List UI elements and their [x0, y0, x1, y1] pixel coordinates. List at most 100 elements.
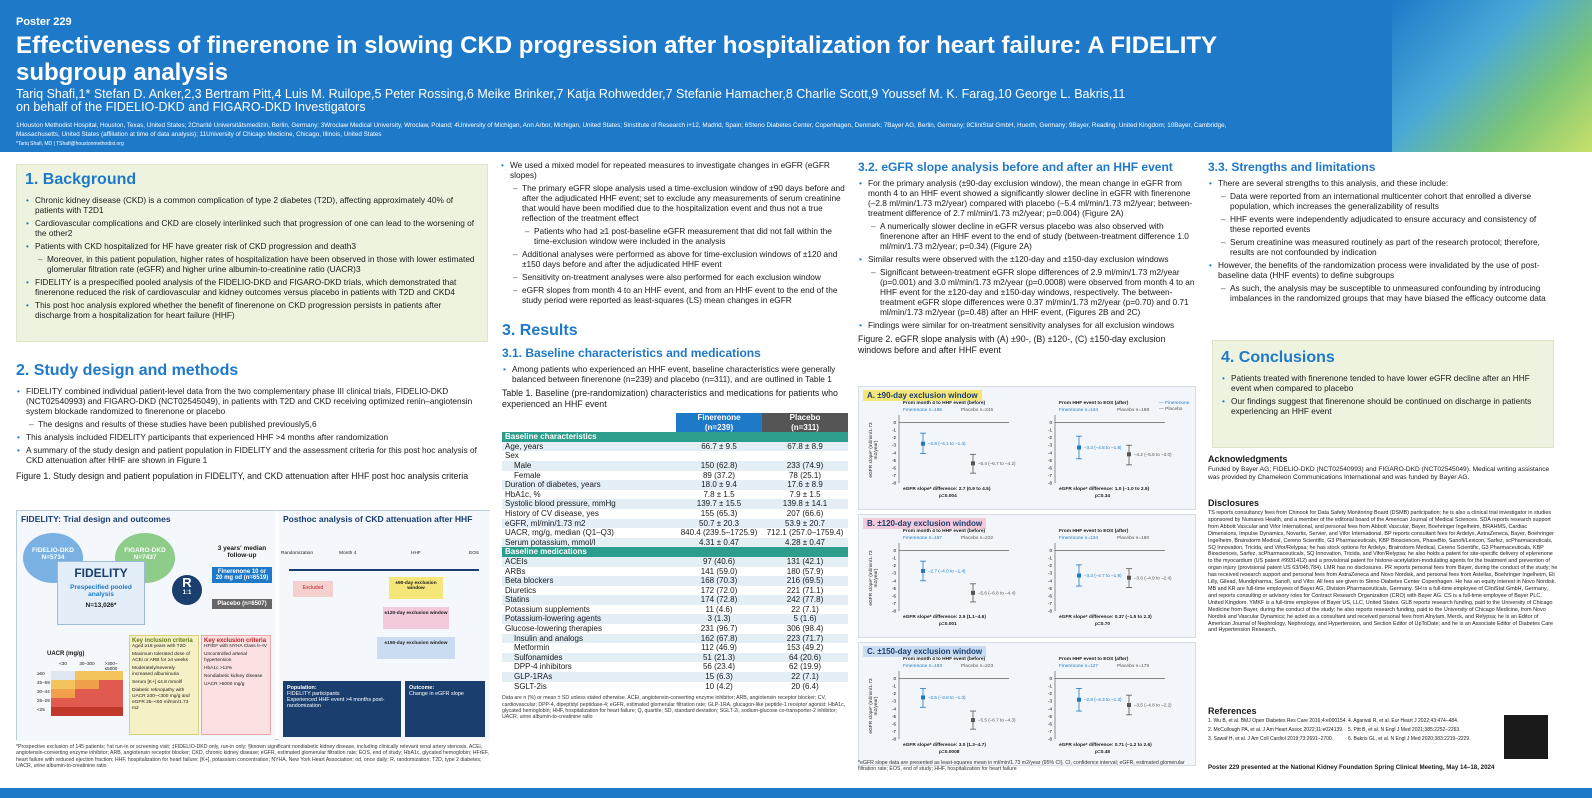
list-item: Aged ≥18 years with T2D: [132, 644, 186, 649]
tick-label: -6: [892, 465, 896, 470]
list-item: 1. Wu B, et al. BMJ Open Diabetes Res Ca…: [1208, 718, 1347, 724]
figure2-caption: Figure 2. eGFR slope analysis with (A) ±…: [858, 334, 1166, 355]
table-cell-placebo: 22 (7.1): [791, 604, 819, 614]
slope-difference: eGFR slope* difference: 2.7 (0.9 to 4.5): [903, 487, 991, 492]
table-cell-label: Beta blockers: [502, 576, 676, 586]
table-cell-finerenone: 139.7 ± 15.5: [676, 499, 762, 509]
tick-label: -8: [892, 481, 896, 486]
table-row: Potassium-lowering agents 3 (1.3) 5 (1.6): [502, 614, 848, 625]
list-item: This post hoc analysis explored whether …: [25, 300, 479, 320]
table-cell-label: Duration of diabetes, years: [502, 480, 676, 490]
baseline-list: Among patients who experienced an HHF ev…: [502, 364, 848, 384]
tick-label: 0: [1049, 420, 1052, 425]
figure1-footnote: *Prospective exclusion of 145 patients; …: [16, 744, 489, 770]
table-cell-finerenone: 150 (62.8): [676, 460, 762, 471]
figure2-footnote: *eGFR slope data are presented as least-…: [858, 760, 1185, 773]
tick-label: -6: [1048, 593, 1052, 598]
point-label: –2.7 (–4.0 to –1.4): [928, 568, 966, 573]
tick-label: -8: [892, 737, 896, 742]
tick-label: -5: [892, 714, 896, 719]
population-item: FIDELITY participants: [287, 691, 340, 697]
list-item: Cardiovascular complications and CKD are…: [25, 218, 479, 238]
egfr-row: 30–44: [37, 689, 123, 698]
list-item: 2. McCullough PA, et al. J Am Heart Asso…: [1208, 727, 1344, 733]
conclusions-list: Patients treated with finerenone tended …: [1221, 373, 1545, 416]
list-item: Our findings suggest that finerenone sho…: [1221, 396, 1545, 416]
background-heading: 1. Background: [25, 171, 137, 188]
tick-label: -3: [1048, 699, 1052, 704]
tick-label: -1: [892, 556, 896, 561]
n-placebo: Placebo n=180: [1117, 536, 1150, 541]
population-title: Population:: [287, 685, 317, 691]
point-label: –5.5 (–6.7 to –4.3): [978, 718, 1016, 723]
tick-label: -2: [892, 691, 896, 696]
n-finerenone: Finerenone n=183: [903, 664, 943, 669]
list-item: Maximum tolerated dose of ACEi or ARB fo…: [132, 652, 190, 663]
population-box: Population: FIDELITY participants Experi…: [283, 681, 401, 737]
tick-label: -2: [1048, 691, 1052, 696]
table-cell-placebo: 306 (98.4): [786, 624, 824, 634]
table-cell-finerenone: 50.7 ± 20.3: [676, 518, 762, 529]
figure2-panel: B. ±120-day exclusion window 0 -1 -2 -3 -4 -5 -…: [858, 514, 1196, 638]
slope-list: For the primary analysis (±90-day exclus…: [858, 178, 1198, 330]
tick-label: -3: [892, 443, 896, 448]
table-cell-finerenone: 172 (72.0): [700, 585, 738, 595]
panel-after-title: From HHF event to EOS (after): [1059, 657, 1129, 662]
table-row: Glucose-lowering therapies 231 (96.7) 306 …: [502, 624, 848, 634]
n-finerenone: Finerenone n=187: [903, 536, 943, 541]
fidelity-total-n: N=13,026*: [85, 602, 117, 609]
table-cell-finerenone: 66.7 ± 9.5: [676, 441, 762, 452]
table-cell-placebo: 7.9 ± 1.5: [789, 489, 821, 499]
exclusion-title: Key exclusion criteria: [204, 638, 267, 644]
table-row: Female 89 (37.2) 78 (25.1): [502, 471, 848, 481]
list-item: HFrEF with NYHA Class II–IV: [204, 644, 267, 649]
tick-label: -7: [1048, 473, 1052, 478]
outcome-item: Change in eGFR slope: [409, 691, 464, 697]
list-item: Among patients who experienced an HHF ev…: [502, 364, 848, 384]
qr-code-icon[interactable]: [1504, 715, 1548, 759]
tick-label: -5: [1048, 458, 1052, 463]
table-cell-label: ACEIs: [502, 556, 676, 567]
timeline-month4: Month 4: [339, 551, 357, 556]
list-item: Chronic kidney disease (CKD) is a common…: [25, 195, 479, 215]
table-row: UACR, mg/g, median (Q1–Q3) 840.4 (239.5–1…: [502, 528, 848, 538]
list-item: Patients treated with finerenone tended …: [1221, 373, 1545, 393]
table-cell-label: GLP-1RAs: [502, 672, 676, 682]
table-cell-label: Potassium supplements: [505, 604, 590, 614]
methods-section: 2. Study design and methods FIDELITY com…: [16, 362, 490, 488]
poster-number: Poster 229: [16, 16, 72, 28]
strengths-section: 3.3. Strengths and limitations There are…: [1208, 160, 1558, 306]
list-item: Additional analyses were performed as ab…: [512, 249, 846, 269]
n-finerenone: Finerenone n=127: [1059, 664, 1099, 669]
list-item: HbA1c >12%: [204, 666, 233, 671]
list-item: 4. Agarwal R, et al. Eur Heart J 2022;43…: [1348, 718, 1459, 724]
table-cell-finerenone: 11 (4.6): [705, 604, 733, 614]
table-cell-finerenone: [676, 451, 762, 461]
conclusions-section: 4. Conclusions Patients treated with fin…: [1212, 340, 1554, 448]
table-row: GLP-1RAs 15 (6.3) 22 (7.1): [502, 672, 848, 682]
table1-body: Baseline characteristics Age, years 66.7 ±…: [502, 432, 848, 691]
table-cell-label: DPP-4 inhibitors: [514, 662, 572, 672]
list-item: HHF events were independently adjudicate…: [1220, 214, 1558, 234]
disclosures-section: Disclosures TS reports consultancy fees …: [1208, 498, 1558, 634]
timeline-hhf: HHF: [411, 551, 421, 556]
egfr-row: <25: [37, 707, 123, 716]
references-heading: References: [1208, 706, 1257, 716]
header-decoration: [1392, 0, 1592, 152]
table-cell-placebo: 62 (19.9): [788, 662, 822, 672]
list-item: A numerically slower decline in eGFR ver…: [870, 221, 1198, 251]
n-finerenone: Finerenone n=186: [903, 408, 943, 413]
table-cell-placebo: [762, 451, 848, 461]
point-estimate: [921, 568, 925, 573]
list-item: Moderately/severely increased albuminuri…: [132, 666, 179, 677]
table-row: Beta blockers 168 (70.3) 216 (69.5): [502, 576, 848, 586]
table-row: Duration of diabetes, years 18.0 ± 9.4 17.…: [502, 480, 848, 490]
background-list: Chronic kidney disease (CKD) is a common…: [25, 195, 479, 320]
excluded-box: Excluded: [293, 581, 333, 597]
fidelity-box: FIDELITY Prespecified pooled analysis N=…: [57, 561, 145, 625]
table-row: HbA1c, % 7.8 ± 1.5 7.9 ± 1.5: [502, 490, 848, 500]
table-cell-placebo: 5 (1.6): [762, 614, 848, 625]
point-estimate: [1077, 573, 1081, 578]
tick-label: -8: [1048, 481, 1052, 486]
point-estimate: [1077, 445, 1081, 450]
